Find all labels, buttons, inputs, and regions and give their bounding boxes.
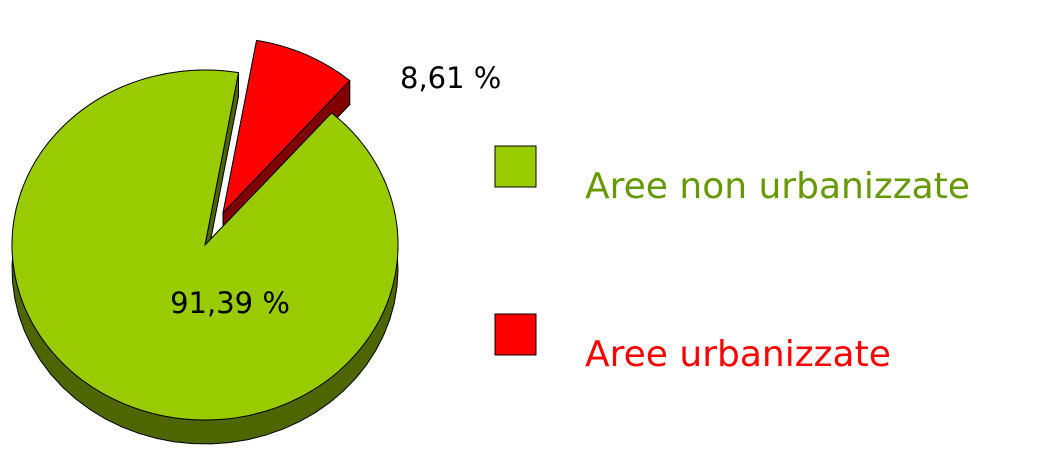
value-label: 91,39 % bbox=[170, 286, 290, 320]
legend-label: Aree non urbanizzate bbox=[585, 166, 970, 207]
slice bbox=[222, 39, 351, 215]
slice bbox=[11, 69, 399, 421]
value-label: 8,61 % bbox=[400, 61, 501, 95]
legend-label: Aree urbanizzate bbox=[585, 334, 891, 375]
legend-swatch bbox=[494, 145, 537, 188]
legend-swatch bbox=[494, 313, 537, 356]
